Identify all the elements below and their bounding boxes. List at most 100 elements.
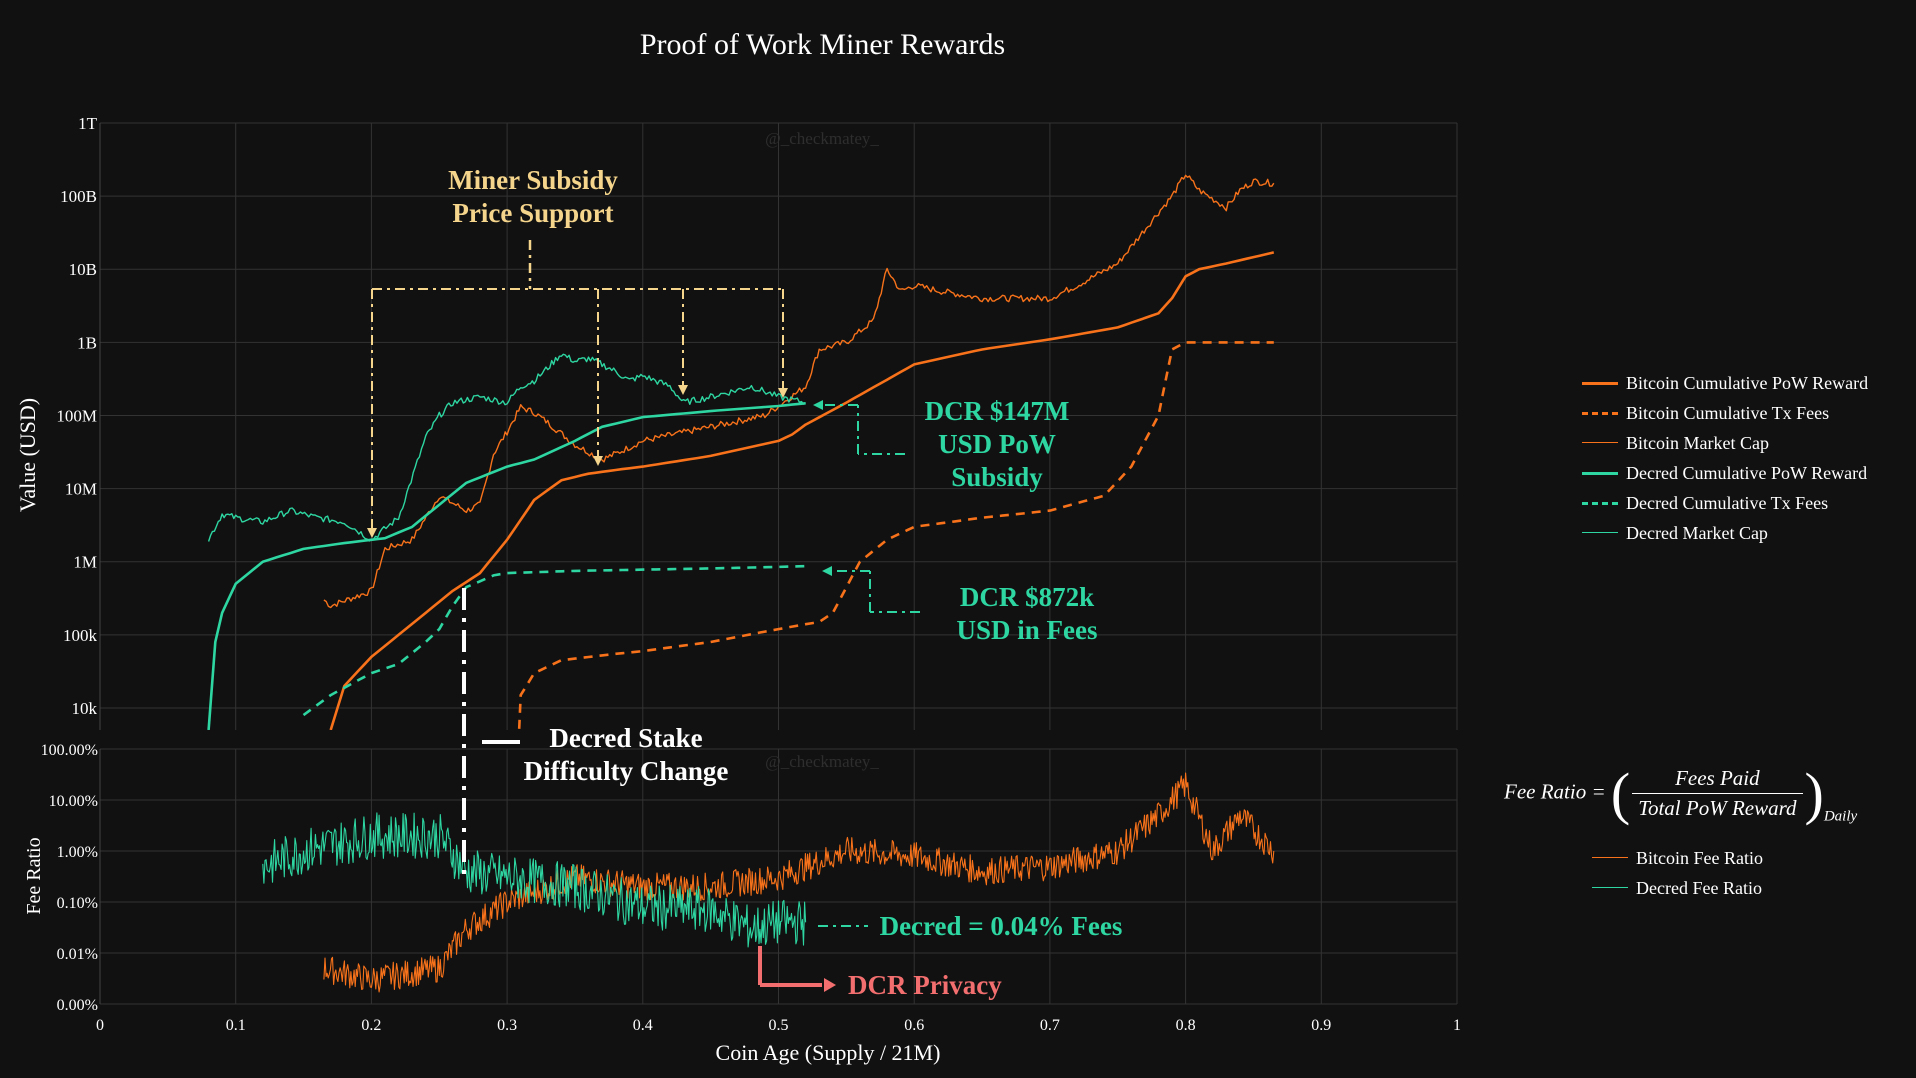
cumulative-fees-line [302,564,806,717]
x-tick-label: 0.2 [361,1017,381,1034]
x-tick-label: 0.9 [1311,1017,1331,1034]
legend-swatch [1592,887,1628,888]
fee-ratio-formula: Fee Ratio = (Fees Paid Total PoW Reward)D… [1504,760,1857,827]
legend-swatch [1582,381,1618,385]
annotation-line: USD in Fees [957,615,1098,645]
legend-label: Bitcoin Cumulative PoW Reward [1626,373,1869,393]
formula-numerator: Fees Paid [1632,766,1803,794]
x-tick-label: 0 [96,1017,104,1034]
legend-swatch [1582,471,1618,475]
legend-label: Bitcoin Market Cap [1626,433,1769,453]
miner-subsidy-arrow [678,385,688,395]
formula-left-paren: ( [1610,761,1631,826]
annotation-line: USD PoW [938,429,1056,459]
legend-item[interactable]: Decred Market Cap [1582,518,1868,548]
dcr-subsidy-annotation: DCR $147M USD PoW Subsidy [925,396,1070,492]
annotation-line: Subsidy [951,462,1043,492]
legend-label: Decred Cumulative Tx Fees [1626,493,1829,513]
miner-subsidy-annotation: Miner Subsidy Price Support [448,165,618,228]
annotation-line: DCR $872k [960,582,1094,612]
top-panel-series [207,174,1275,730]
y-tick-label: 0.00% [57,997,98,1014]
legend-item[interactable]: Decred Cumulative Tx Fees [1582,488,1868,518]
market-cap-line [207,353,807,542]
y-tick-label: 0.10% [57,895,98,912]
legend-item[interactable]: Decred Fee Ratio [1592,873,1763,903]
y-tick-label: 100B [60,187,97,206]
bottom-panel-grid [99,748,1458,1005]
legend-swatch [1582,442,1618,444]
legend-item[interactable]: Decred Cumulative PoW Reward [1582,458,1868,488]
dcr-fees-annotation: DCR $872k USD in Fees [957,582,1098,645]
formula-right-paren: ) [1804,761,1824,826]
annotation-line: Miner Subsidy [448,165,618,195]
annotation-line: DCR $147M [925,396,1070,426]
annotation-line: Decred = 0.04% Fees [880,911,1123,941]
dcr-subsidy-arrow [813,400,823,410]
watermark-bottom: @_checkmatey_ [765,752,879,771]
chart-title: Proof of Work Miner Rewards [639,28,1006,61]
y-tick-label: 1.00% [57,844,98,861]
legend-label: Decred Fee Ratio [1636,878,1762,898]
cumulative-fees-line [517,341,1274,730]
formula-fraction: Fees Paid Total PoW Reward [1632,766,1803,821]
cumulative-reward-line [329,251,1275,730]
annotation-line: Difficulty Change [524,756,729,786]
x-tick-label: 0.7 [1040,1017,1060,1034]
legend-item[interactable]: Bitcoin Cumulative PoW Reward [1582,368,1868,398]
legend-label: Decred Market Cap [1626,523,1768,543]
axis-ticks: 0 0.1 0.2 0.3 0.4 0.5 0.6 0.7 0.8 0.9 1 10k 100k 1M 10… [41,114,1461,1034]
bitcoin-fee-ratio-line [323,772,1275,993]
legend-label: Decred Cumulative PoW Reward [1626,463,1868,483]
top-y-axis-label: Value (USD) [15,398,40,512]
legend-swatch [1582,501,1618,505]
legend-label: Bitcoin Fee Ratio [1636,848,1763,868]
y-tick-label: 1M [73,553,97,572]
x-axis-label: Coin Age (Supply / 21M) [716,1040,941,1065]
annotation-line: DCR Privacy [848,970,1002,1000]
legend-label: Bitcoin Cumulative Tx Fees [1626,403,1830,423]
formula-subscript: Daily [1823,808,1858,825]
legend-swatch [1582,532,1618,534]
x-tick-label: 1 [1453,1017,1461,1034]
legend-bottom: Bitcoin Fee Ratio Decred Fee Ratio [1592,843,1763,903]
y-tick-label: 1T [78,114,98,133]
x-tick-label: 0.6 [904,1017,924,1034]
y-tick-label: 1B [77,333,97,352]
miner-subsidy-arrow [367,528,377,538]
legend-item[interactable]: Bitcoin Fee Ratio [1592,843,1763,873]
decred-fee-pct-annotation: Decred = 0.04% Fees [880,911,1123,941]
legend-top: Bitcoin Cumulative PoW Reward Bitcoin Cu… [1582,368,1868,548]
top-panel-grid [99,122,1458,730]
annotation-line: Price Support [452,198,613,228]
y-tick-label: 100M [56,406,97,425]
y-tick-label: 10.00% [49,793,98,810]
y-tick-label: 0.01% [57,946,98,963]
dcr-fees-arrow [822,566,832,576]
y-tick-label: 10k [72,699,98,718]
miner-subsidy-arrow [778,388,788,398]
annotation-line: Decred Stake [549,723,702,753]
y-tick-label: 100k [63,626,98,645]
annotations: Miner Subsidy Price Support DCR $147M USD P… [367,165,1122,1000]
x-tick-label: 0.4 [633,1017,653,1034]
x-tick-label: 0.1 [226,1017,246,1034]
legend-swatch [1592,857,1628,858]
market-cap-line [323,174,1275,609]
cumulative-reward-line [207,402,806,730]
legend-item[interactable]: Bitcoin Market Cap [1582,428,1868,458]
x-tick-label: 0.5 [769,1017,789,1034]
legend-item[interactable]: Bitcoin Cumulative Tx Fees [1582,398,1868,428]
miner-subsidy-arrow [593,456,603,466]
bottom-y-axis-label: Fee Ratio [23,837,45,914]
formula-denominator: Total PoW Reward [1638,796,1797,820]
dcr-privacy-arrow [824,978,836,992]
x-tick-label: 0.3 [497,1017,517,1034]
watermark-top: @_checkmatey_ [765,129,879,148]
y-tick-label: 10B [69,260,97,279]
bottom-panel-series [262,772,1275,993]
formula-lhs: Fee Ratio = [1504,779,1606,804]
y-tick-label: 10M [65,480,97,499]
stake-difficulty-annotation: Decred Stake Difficulty Change [524,723,729,786]
